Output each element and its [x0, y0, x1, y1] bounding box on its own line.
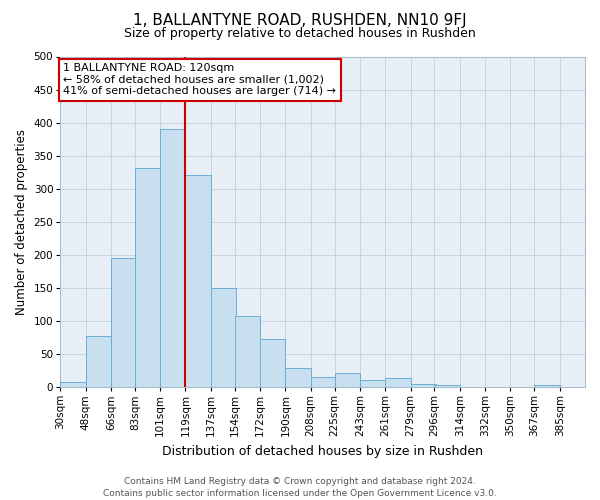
Bar: [211, 288, 236, 387]
Bar: [260, 340, 286, 387]
Bar: [434, 385, 460, 387]
Bar: [111, 258, 136, 387]
Bar: [185, 175, 211, 387]
Bar: [86, 336, 111, 387]
Bar: [360, 380, 385, 387]
Bar: [335, 373, 360, 387]
Bar: [135, 168, 160, 387]
Text: Contains HM Land Registry data © Crown copyright and database right 2024.
Contai: Contains HM Land Registry data © Crown c…: [103, 476, 497, 498]
Bar: [160, 129, 185, 387]
Text: 1, BALLANTYNE ROAD, RUSHDEN, NN10 9FJ: 1, BALLANTYNE ROAD, RUSHDEN, NN10 9FJ: [133, 12, 467, 28]
Bar: [311, 376, 336, 387]
X-axis label: Distribution of detached houses by size in Rushden: Distribution of detached houses by size …: [162, 444, 483, 458]
Bar: [286, 368, 311, 387]
Text: 1 BALLANTYNE ROAD: 120sqm
← 58% of detached houses are smaller (1,002)
41% of se: 1 BALLANTYNE ROAD: 120sqm ← 58% of detac…: [63, 63, 336, 96]
Y-axis label: Number of detached properties: Number of detached properties: [15, 129, 28, 315]
Text: Size of property relative to detached houses in Rushden: Size of property relative to detached ho…: [124, 28, 476, 40]
Bar: [235, 316, 260, 387]
Bar: [60, 382, 86, 387]
Bar: [535, 385, 560, 387]
Bar: [385, 378, 410, 387]
Bar: [410, 384, 436, 387]
